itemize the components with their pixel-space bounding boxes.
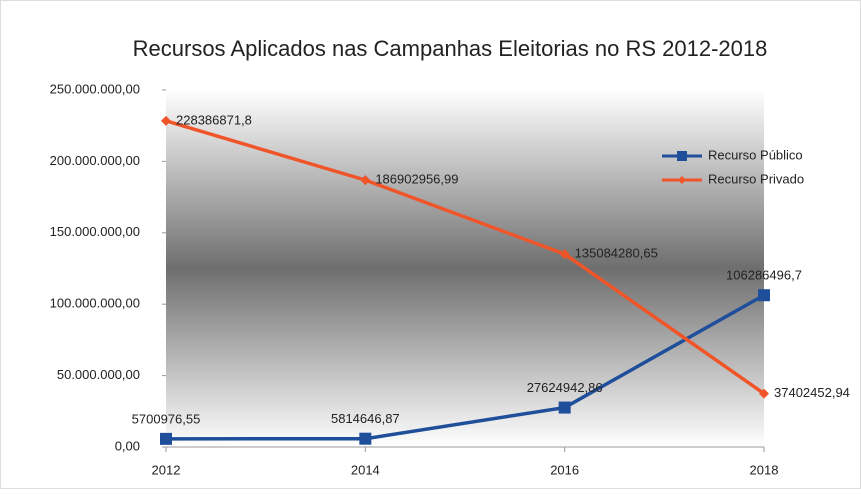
y-tick-label: 0,00 (115, 438, 140, 453)
data-label: 5814646,87 (331, 411, 400, 426)
y-tick-label: 150.000.000,00 (50, 224, 140, 239)
x-tick-label: 2016 (550, 462, 579, 477)
legend-marker (678, 176, 686, 184)
plot-area (166, 90, 764, 447)
marker (559, 249, 570, 260)
data-label: 228386871,8 (176, 112, 252, 127)
x-tick-label: 2012 (152, 462, 181, 477)
y-tick-label: 200.000.000,00 (50, 153, 140, 168)
data-label: 5700976,55 (132, 411, 201, 426)
data-label: 186902956,99 (375, 172, 458, 187)
marker (359, 432, 372, 445)
data-label: 106286496,7 (726, 268, 802, 283)
data-label: 27624942,86 (527, 380, 603, 395)
y-tick-label: 250.000.000,00 (50, 81, 140, 96)
y-tick-label: 50.000.000,00 (57, 367, 140, 382)
marker (160, 432, 172, 445)
marker (558, 401, 571, 414)
legend-marker (677, 151, 687, 161)
series-line (165, 293, 765, 441)
legend-label: Recurso Privado (708, 171, 804, 186)
x-tick-label: 2018 (750, 462, 779, 477)
series-line (165, 119, 766, 396)
y-tick-label: 100.000.000,00 (50, 296, 140, 311)
marker (161, 115, 171, 126)
chart-title: Recursos Aplicados nas Campanhas Eleitor… (133, 36, 768, 61)
data-label: 135084280,65 (575, 246, 658, 261)
x-tick-label: 2014 (351, 462, 380, 477)
marker (759, 388, 769, 399)
marker (758, 289, 770, 302)
legend-label: Recurso Público (708, 147, 803, 162)
marker (360, 175, 371, 186)
data-label: 37402452,94 (774, 385, 850, 400)
